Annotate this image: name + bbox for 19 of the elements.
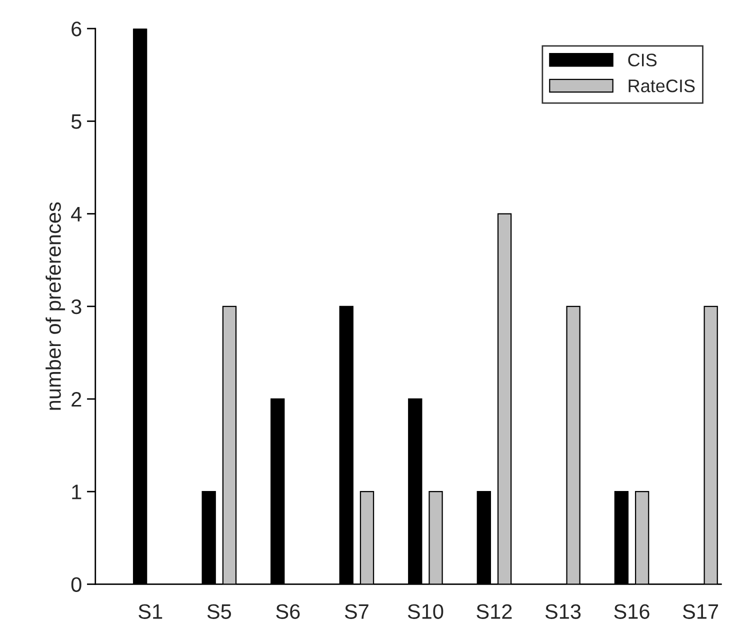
y-tick-label: 0 <box>71 577 82 592</box>
y-tick-label: 2 <box>72 392 82 407</box>
y-axis-title: number of preferences <box>46 202 66 410</box>
x-tick-label: S5 <box>207 604 232 619</box>
y-tick-label: 1 <box>72 484 82 500</box>
x-tick-label: S1 <box>138 604 162 619</box>
y-tick-label: 4 <box>71 207 82 222</box>
y-tick-label: 5 <box>71 114 82 129</box>
x-tick-label: S6 <box>276 604 300 619</box>
legend-label: RateCIS <box>628 79 695 92</box>
x-tick-label: S12 <box>476 604 512 619</box>
x-tick-label: S10 <box>408 604 444 619</box>
y-tick-label: 3 <box>71 299 82 314</box>
x-tick-label: S16 <box>614 604 650 619</box>
x-tick-label: S7 <box>344 604 368 619</box>
y-tick-label: 6 <box>72 22 82 36</box>
x-tick-label: S13 <box>545 604 581 619</box>
x-tick-label: S17 <box>682 604 718 619</box>
legend-label: CIS <box>628 54 657 66</box>
